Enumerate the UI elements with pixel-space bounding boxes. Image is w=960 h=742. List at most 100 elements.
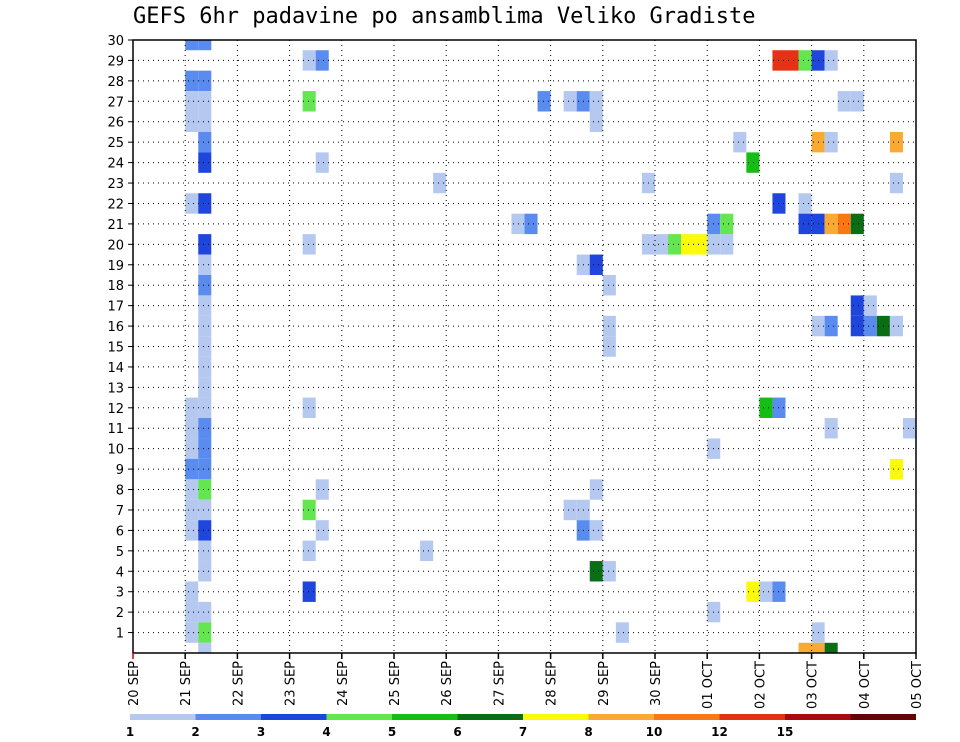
- heatmap-cell: [850, 295, 864, 316]
- heatmap-cell: [198, 70, 212, 92]
- heatmap-cell: [863, 295, 877, 316]
- heatmap-cell: [185, 111, 199, 132]
- heatmap-cell: [198, 622, 212, 643]
- y-tick-label: 8: [116, 484, 124, 499]
- heatmap-cell: [837, 91, 851, 112]
- legend-swatch: [261, 714, 327, 720]
- x-tick-label: 30 SEP: [649, 661, 664, 706]
- heatmap-cell: [185, 70, 199, 92]
- x-tick-label: 20 SEP: [127, 661, 142, 706]
- heatmap-cell: [798, 642, 812, 653]
- heatmap-cell: [198, 152, 212, 173]
- heatmap-cell: [563, 499, 577, 521]
- heatmap-cell: [185, 40, 199, 51]
- y-tick-label: 6: [116, 524, 124, 539]
- x-tick-label: 23 SEP: [284, 661, 299, 706]
- legend-label: 2: [191, 725, 199, 739]
- legend-swatch: [130, 714, 196, 720]
- heatmap-cell: [433, 172, 447, 194]
- heatmap-cell: [198, 111, 212, 132]
- legend-label: 6: [453, 725, 461, 739]
- y-tick-label: 11: [107, 422, 124, 437]
- heatmap-cell: [185, 458, 199, 480]
- legend-label: 4: [322, 725, 330, 739]
- y-tick-label: 23: [107, 177, 124, 192]
- heatmap-cell: [563, 91, 577, 112]
- y-tick-label: 29: [107, 54, 124, 69]
- heatmap-cell: [902, 418, 916, 439]
- heatmap-cell: [824, 131, 838, 153]
- y-tick-label: 30: [107, 34, 124, 49]
- heatmap-cell: [602, 274, 616, 296]
- heatmap-cell: [589, 254, 603, 275]
- heatmap-cell: [589, 91, 603, 112]
- y-tick-label: 17: [107, 300, 124, 315]
- heatmap-cell: [185, 581, 199, 602]
- y-tick-label: 22: [107, 197, 124, 212]
- heatmap-cell: [302, 581, 316, 602]
- heatmap-cell: [824, 213, 838, 235]
- heatmap-cell: [824, 642, 838, 653]
- x-tick-label: 01 OCT: [701, 661, 716, 709]
- heatmap-cell: [185, 622, 199, 643]
- heatmap-cell: [720, 213, 734, 235]
- y-tick-label: 1: [116, 627, 124, 642]
- heatmap-cell: [837, 213, 851, 235]
- heatmap-cell: [615, 622, 629, 643]
- legend-swatch: [785, 714, 851, 720]
- x-tick-label: 28 SEP: [545, 661, 560, 706]
- heatmap-cell: [798, 50, 812, 71]
- heatmap-cell: [850, 213, 864, 235]
- heatmap-cell: [602, 315, 616, 337]
- heatmap-cell: [759, 397, 773, 419]
- heatmap-cell: [850, 315, 864, 337]
- x-tick-label: 25 SEP: [388, 661, 403, 706]
- heatmap-cell: [302, 540, 316, 562]
- legend-label: 3: [257, 725, 265, 739]
- legend-swatch: [523, 714, 589, 720]
- chart-title: GEFS 6hr padavine po ansamblima Veliko G…: [133, 4, 756, 29]
- heatmap-cell: [511, 213, 525, 235]
- x-tick-label: 04 OCT: [858, 661, 873, 709]
- heatmap-cell: [198, 520, 212, 541]
- heatmap-cell: [746, 152, 760, 173]
- y-tick-label: 21: [107, 218, 124, 233]
- heatmap-cell: [302, 91, 316, 112]
- heatmap-cell: [720, 234, 734, 255]
- heatmap-cell: [524, 213, 538, 235]
- y-tick-label: 20: [107, 238, 124, 253]
- heatmap-cell: [315, 50, 329, 71]
- heatmap-cell: [824, 315, 838, 337]
- heatmap-cell: [315, 479, 329, 500]
- heatmap-cell: [198, 377, 212, 398]
- legend-swatch: [588, 714, 654, 720]
- heatmap-cell: [302, 50, 316, 71]
- x-tick-label: 29 SEP: [597, 661, 612, 706]
- heatmap-cell: [420, 540, 434, 562]
- x-tick-label: 27 SEP: [492, 661, 507, 706]
- heatmap-cell: [655, 234, 669, 255]
- heatmap-cell: [589, 520, 603, 541]
- heatmap-cell: [798, 213, 812, 235]
- legend-swatch: [195, 714, 261, 720]
- heatmap-cell: [185, 438, 199, 459]
- heatmap-cell: [198, 601, 212, 623]
- y-tick-label: 27: [107, 95, 124, 110]
- y-tick-label: 14: [107, 361, 124, 376]
- y-tick-label: 3: [116, 586, 124, 601]
- heatmap-cell: [185, 91, 199, 112]
- heatmap-cell: [198, 458, 212, 480]
- heatmap-cell: [785, 50, 799, 71]
- legend-label: 15: [777, 725, 794, 739]
- y-tick-label: 25: [107, 136, 124, 151]
- y-tick-label: 9: [116, 463, 124, 478]
- heatmap-cell: [185, 479, 199, 500]
- heatmap-cell: [811, 642, 825, 653]
- heatmap-cell: [198, 642, 212, 653]
- legend-label: 5: [388, 725, 396, 739]
- y-tick-label: 2: [116, 606, 124, 621]
- heatmap-cell: [302, 397, 316, 419]
- y-tick-label: 5: [116, 545, 124, 560]
- legend-label: 12: [711, 725, 728, 739]
